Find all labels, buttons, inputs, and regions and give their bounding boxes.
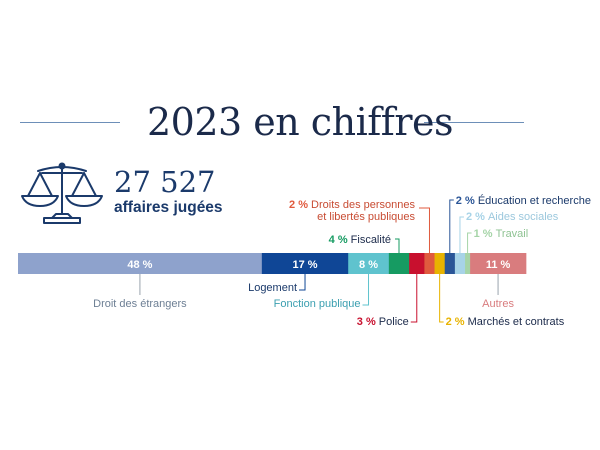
title-rule-left [20, 122, 120, 123]
annotation-pct-5: 2 % [289, 199, 311, 211]
annotation-pct-7: 2 % [456, 195, 478, 207]
annotation-text-7: Éducation et recherche [478, 194, 591, 207]
page-title: 2023 en chiffres [146, 100, 454, 144]
annotation-label-10: Autres [482, 298, 514, 310]
annotation-label-3: 4 % Fiscalité [329, 234, 391, 246]
annotation-leader-8 [459, 216, 464, 253]
annotation-leader-9 [467, 232, 472, 253]
bar-segment-3 [388, 253, 410, 274]
annotation-label-6: 2 % Marchés et contrats [446, 316, 565, 328]
annotation-6: 2 % Marchés et contrats [439, 274, 565, 328]
bar-segment-5 [424, 253, 435, 274]
annotation-text-3: Fiscalité [351, 234, 391, 246]
annotation-pct-6: 2 % [446, 316, 468, 328]
annotation-7: 2 % Éducation et recherche [449, 194, 591, 253]
annotation-label-5: 2 % Droits des personnes [289, 199, 415, 211]
annotation-pct-3: 4 % [329, 234, 351, 246]
annotation-leader-4 [410, 274, 418, 323]
bar-segment-1 [261, 253, 349, 274]
annotation-leader-7 [449, 199, 454, 253]
kpi-total-cases-number: 27 527 [114, 165, 216, 199]
annotation-pct-4: 3 % [357, 316, 379, 328]
annotation-text-8: Aides sociales [488, 211, 559, 223]
annotation-label-4: 3 % Police [357, 316, 409, 328]
annotation-leader-5 [419, 207, 430, 253]
annotation-leader-2 [362, 274, 370, 306]
annotation-leader-6 [439, 274, 444, 323]
annotation-label-8: 2 % Aides sociales [466, 211, 559, 223]
bar-segment-9 [465, 253, 471, 274]
bar-segment-0 [18, 253, 263, 274]
bar-segment-label-2: 8 % [359, 259, 378, 271]
annotation-leader-3 [395, 238, 400, 253]
bar-segment-4 [409, 253, 425, 274]
annotation-text-9: Travail [496, 228, 529, 240]
annotation-label-0: Droit des étrangers [93, 298, 187, 310]
bar-segment-10 [470, 253, 527, 274]
bar-segment-label-1: 17 % [292, 259, 317, 271]
annotation-label-2: Fonction publique [274, 298, 361, 310]
annotation-label-1: Logement [248, 282, 297, 294]
kpi-total-cases-label: affaires jugées [114, 199, 223, 216]
scale-of-justice-icon [16, 160, 108, 230]
bar-segment-label-10: 11 % [486, 259, 511, 271]
annotation-text-2: Fonction publique [274, 298, 361, 310]
annotation-10: Autres [482, 274, 514, 310]
annotation-2: Fonction publique [274, 274, 370, 310]
bar-segment-label-0: 48 % [127, 259, 152, 271]
bar-segment-2 [348, 253, 390, 274]
annotation-text2-5: et libertés publiques [317, 211, 415, 223]
annotation-1: Logement [248, 274, 306, 294]
annotation-text-5: Droits des personnes [311, 199, 415, 211]
annotation-label-9: 1 % Travail [474, 228, 529, 240]
bar-segment-8 [454, 253, 466, 274]
annotation-0: Droit des étrangers [93, 274, 187, 310]
bar-segment-7 [444, 253, 456, 274]
annotation-4: 3 % Police [357, 274, 418, 328]
annotation-text-4: Police [379, 316, 409, 328]
annotation-text-10: Autres [482, 298, 514, 310]
annotation-9: 1 % Travail [467, 228, 529, 253]
annotation-3: 4 % Fiscalité [329, 234, 400, 253]
bar-segment-6 [434, 253, 446, 274]
annotation-leader-1 [299, 274, 306, 291]
annotation-pct-8: 2 % [466, 211, 488, 223]
annotation-text-1: Logement [248, 282, 297, 294]
annotation-8: 2 % Aides sociales [459, 211, 559, 253]
annotation-label-7: 2 % Éducation et recherche [456, 194, 591, 207]
annotation-text-0: Droit des étrangers [93, 298, 187, 310]
title-rule-right [424, 122, 524, 123]
annotation-pct-9: 1 % [474, 228, 496, 240]
annotation-text-6: Marchés et contrats [468, 316, 565, 328]
